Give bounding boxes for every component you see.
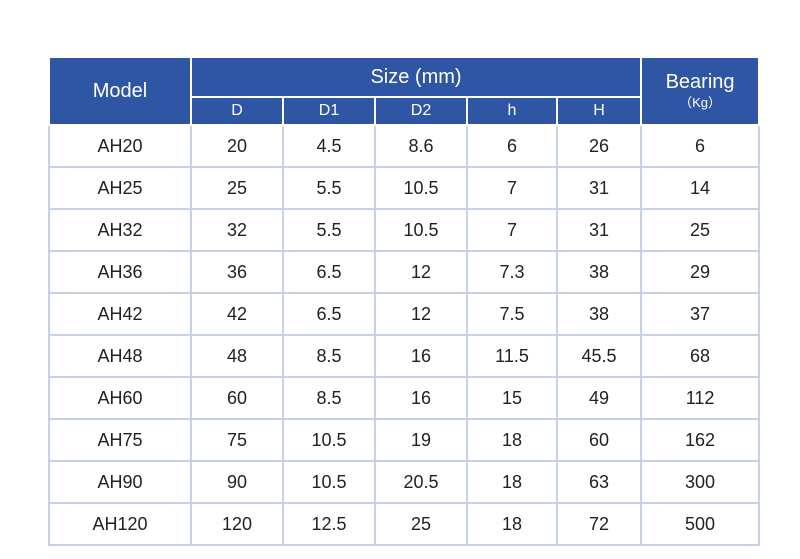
- table-row: AH25 25 5.5 10.5 7 31 14: [48, 166, 761, 210]
- table-row: AH120 120 12.5 25 18 72 500: [48, 502, 761, 546]
- header-row-top: Model Size (mm) Bearing （Kg）: [48, 56, 761, 126]
- cell-d: 20: [190, 124, 284, 168]
- cell-h-large: 31: [555, 208, 643, 252]
- header-bearing: Bearing （Kg）: [640, 56, 761, 126]
- cell-h-large: 45.5: [555, 334, 643, 378]
- cell-model: AH60: [48, 376, 192, 420]
- cell-bearing: 25: [640, 208, 761, 252]
- cell-h-large: 38: [555, 250, 643, 294]
- cell-d2: 25: [374, 502, 468, 546]
- cell-d1: 12.5: [282, 502, 376, 546]
- cell-bearing: 14: [640, 166, 761, 210]
- cell-model: AH48: [48, 334, 192, 378]
- cell-d2: 16: [374, 376, 468, 420]
- header-col-d1: D1: [282, 96, 376, 126]
- cell-h-large: 72: [555, 502, 643, 546]
- table-body: AH20 20 4.5 8.6 6 26 6 AH25 25 5.5 10.5 7 31 14 AH32 32…: [48, 124, 761, 546]
- header-bearing-unit: （Kg）: [679, 95, 722, 111]
- header-col-h-large: H: [555, 96, 643, 126]
- cell-d1: 5.5: [282, 208, 376, 252]
- cell-bearing: 68: [640, 334, 761, 378]
- cell-d2: 10.5: [374, 208, 468, 252]
- cell-bearing: 300: [640, 460, 761, 504]
- cell-d2: 12: [374, 250, 468, 294]
- header-size: Size (mm): [189, 56, 643, 98]
- table-row: AH75 75 10.5 19 18 60 162: [48, 418, 761, 462]
- cell-d1: 6.5: [282, 250, 376, 294]
- cell-d: 32: [190, 208, 284, 252]
- cell-d1: 6.5: [282, 292, 376, 336]
- cell-h-small: 18: [466, 502, 558, 546]
- cell-h-large: 63: [555, 460, 643, 504]
- table-header: Model Size (mm) Bearing （Kg） D D1 D2 h H: [48, 56, 761, 126]
- cell-bearing: 500: [640, 502, 761, 546]
- table-row: AH90 90 10.5 20.5 18 63 300: [48, 460, 761, 504]
- cell-d: 36: [190, 250, 284, 294]
- cell-d2: 20.5: [374, 460, 468, 504]
- cell-d: 120: [190, 502, 284, 546]
- cell-d: 60: [190, 376, 284, 420]
- table-row: AH36 36 6.5 12 7.3 38 29: [48, 250, 761, 294]
- cell-model: AH75: [48, 418, 192, 462]
- cell-d1: 10.5: [282, 418, 376, 462]
- cell-d2: 19: [374, 418, 468, 462]
- cell-h-small: 7: [466, 166, 558, 210]
- cell-d: 48: [190, 334, 284, 378]
- cell-d: 90: [190, 460, 284, 504]
- cell-bearing: 112: [640, 376, 761, 420]
- cell-d: 75: [190, 418, 284, 462]
- cell-bearing: 162: [640, 418, 761, 462]
- cell-h-large: 60: [555, 418, 643, 462]
- cell-h-large: 26: [555, 124, 643, 168]
- header-row-sub: D D1 D2 h H: [49, 96, 759, 126]
- cell-h-small: 18: [466, 418, 558, 462]
- cell-d1: 8.5: [282, 334, 376, 378]
- cell-h-large: 49: [555, 376, 643, 420]
- cell-d: 42: [190, 292, 284, 336]
- cell-model: AH20: [48, 124, 192, 168]
- table-row: AH42 42 6.5 12 7.5 38 37: [48, 292, 761, 336]
- cell-model: AH36: [48, 250, 192, 294]
- table-row: AH60 60 8.5 16 15 49 112: [48, 376, 761, 420]
- spec-table: Model Size (mm) Bearing （Kg） D D1 D2 h H…: [48, 56, 761, 546]
- header-bearing-label: Bearing: [665, 71, 735, 94]
- cell-d1: 5.5: [282, 166, 376, 210]
- cell-model: AH42: [48, 292, 192, 336]
- header-col-d2: D2: [374, 96, 468, 126]
- cell-d1: 4.5: [282, 124, 376, 168]
- cell-h-large: 31: [555, 166, 643, 210]
- header-col-h-small: h: [466, 96, 558, 126]
- cell-h-large: 38: [555, 292, 643, 336]
- header-col-d: D: [190, 96, 284, 126]
- cell-h-small: 7.3: [466, 250, 558, 294]
- cell-model: AH90: [48, 460, 192, 504]
- cell-h-small: 18: [466, 460, 558, 504]
- cell-d2: 8.6: [374, 124, 468, 168]
- cell-d: 25: [190, 166, 284, 210]
- cell-d2: 12: [374, 292, 468, 336]
- cell-h-small: 15: [466, 376, 558, 420]
- cell-d2: 16: [374, 334, 468, 378]
- cell-model: AH25: [48, 166, 192, 210]
- cell-bearing: 6: [640, 124, 761, 168]
- cell-h-small: 7: [466, 208, 558, 252]
- cell-d1: 8.5: [282, 376, 376, 420]
- table-row: AH20 20 4.5 8.6 6 26 6: [48, 124, 761, 168]
- cell-h-small: 11.5: [466, 334, 558, 378]
- cell-bearing: 37: [640, 292, 761, 336]
- cell-bearing: 29: [640, 250, 761, 294]
- cell-h-small: 6: [466, 124, 558, 168]
- cell-h-small: 7.5: [466, 292, 558, 336]
- cell-d1: 10.5: [282, 460, 376, 504]
- table-row: AH32 32 5.5 10.5 7 31 25: [48, 208, 761, 252]
- cell-model: AH32: [48, 208, 192, 252]
- cell-d2: 10.5: [374, 166, 468, 210]
- cell-model: AH120: [48, 502, 192, 546]
- header-model: Model: [48, 56, 192, 126]
- table-row: AH48 48 8.5 16 11.5 45.5 68: [48, 334, 761, 378]
